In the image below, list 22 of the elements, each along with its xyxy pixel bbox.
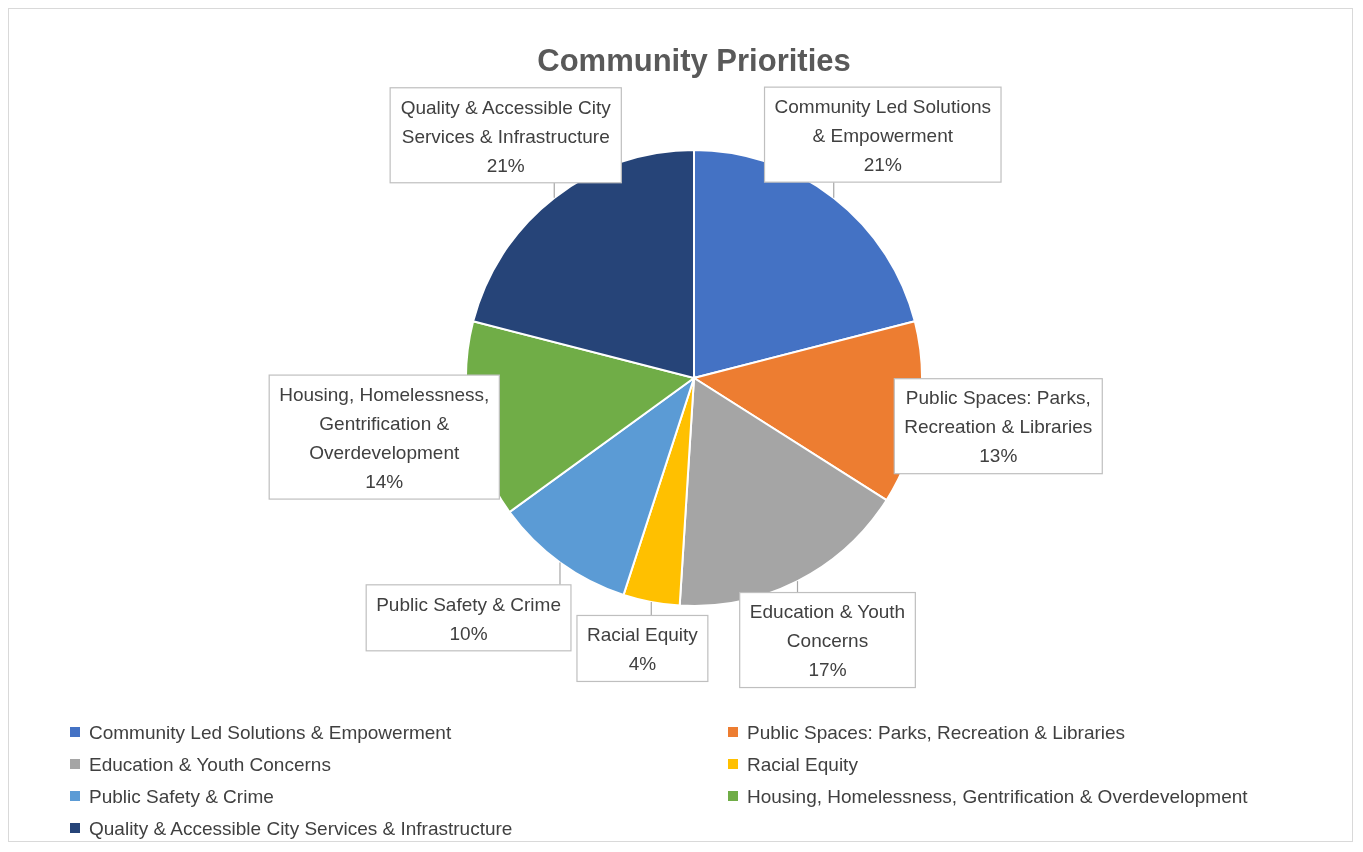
data-label: 21%	[863, 153, 902, 175]
data-label: 21%	[486, 154, 525, 176]
slice-label: Public Spaces: Parks, Recreation & Libraries	[904, 387, 1093, 438]
data-label: 4%	[628, 653, 657, 675]
legend-label: Public Safety & Crime	[89, 786, 274, 807]
legend-label: Quality & Accessible City Services & Infrastructure	[89, 818, 513, 839]
data-label: 17%	[808, 659, 847, 681]
slice-label: Public Safety & Crime	[376, 593, 561, 615]
chart-title: Community Priorities	[537, 43, 851, 78]
data-label: 14%	[365, 470, 404, 492]
legend-label: Housing, Homelessness, Gentrification & Overdevelopment	[747, 786, 1249, 807]
slice-label: Education & Youth Concerns	[749, 601, 906, 652]
legend-label: Racial Equity	[747, 754, 859, 775]
data-label: 10%	[449, 622, 488, 644]
slice-label: Community Led Solutions & Empowerment	[774, 95, 992, 146]
slice-label: Quality & Accessible City Services & Infrastructure	[400, 96, 612, 147]
slice-label: Housing, Homelessness, Gentrification & Overdevelopment	[279, 383, 490, 463]
legend-label: Education & Youth Concerns	[89, 754, 331, 775]
legend-label: Public Spaces: Parks, Recreation & Libraries	[747, 722, 1126, 743]
slice-label: Racial Equity	[586, 624, 699, 646]
data-label: 13%	[979, 445, 1018, 467]
legend-label: Community Led Solutions & Empowerment	[89, 722, 452, 743]
